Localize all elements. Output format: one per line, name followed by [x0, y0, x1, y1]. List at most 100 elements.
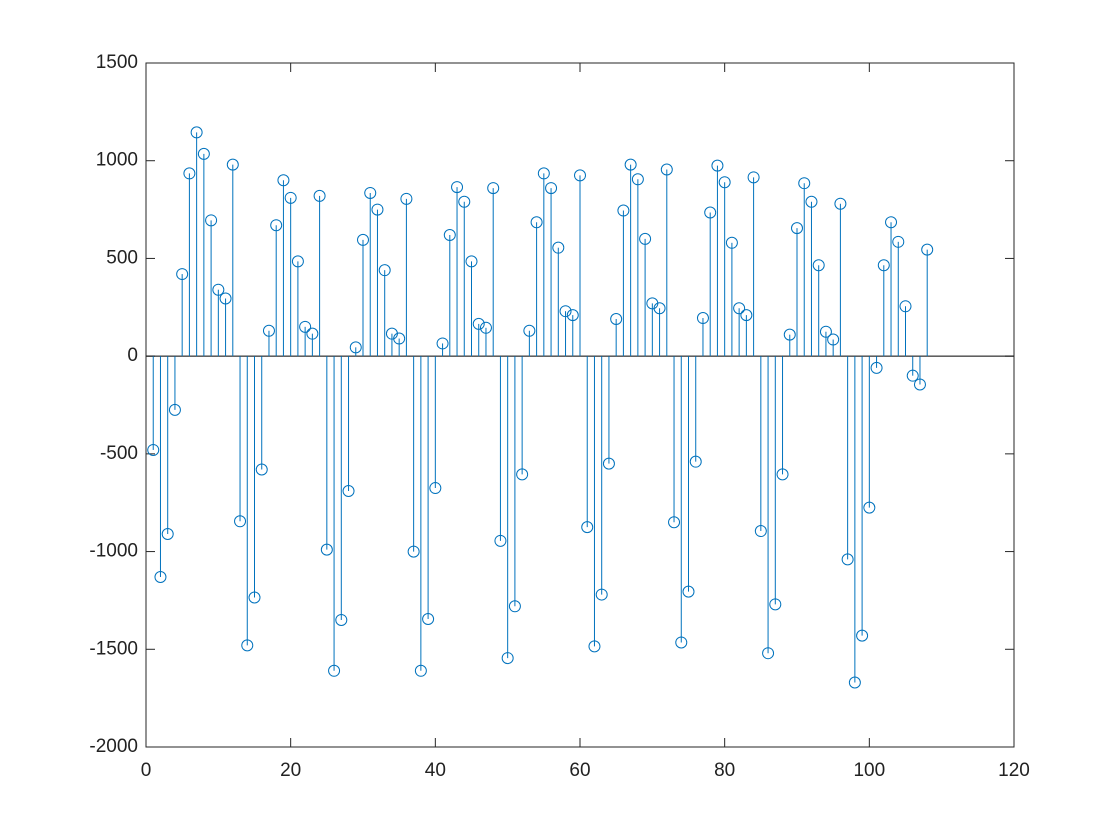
stem-marker	[733, 302, 746, 315]
stem-marker	[422, 612, 435, 625]
x-tick-label: 100	[853, 760, 885, 781]
stem-marker	[595, 588, 608, 601]
stem-marker	[190, 126, 203, 139]
stem-marker	[414, 664, 427, 677]
x-tick-label: 20	[280, 760, 301, 781]
stem-marker	[205, 214, 218, 227]
stem-marker	[277, 174, 290, 187]
x-tick-label: 40	[425, 760, 446, 781]
stem-marker	[479, 321, 492, 334]
y-tick-label: 0	[127, 345, 138, 366]
stem-marker	[747, 171, 760, 184]
stem-marker	[508, 600, 521, 613]
stem-marker	[313, 189, 326, 202]
stem-marker	[494, 534, 507, 547]
stem-marker	[574, 169, 586, 182]
stem-marker	[262, 324, 275, 337]
stem-marker	[754, 525, 767, 538]
stem-marker	[226, 158, 239, 171]
stem-marker	[552, 241, 565, 254]
stem-marker	[602, 457, 615, 470]
stem-marker	[769, 598, 782, 611]
stem-marker	[827, 333, 840, 346]
stem-marker	[913, 378, 926, 391]
stem-marker	[516, 468, 529, 481]
stem-marker	[877, 259, 890, 272]
stem-marker	[776, 468, 789, 481]
stem-marker	[899, 300, 912, 313]
stem-marker	[885, 216, 898, 229]
stem-marker	[465, 255, 478, 268]
stem-marker	[364, 186, 377, 199]
stem-marker	[704, 206, 717, 219]
stem-marker	[443, 228, 456, 241]
stem-marker	[335, 613, 348, 626]
x-tick-label: 80	[714, 760, 735, 781]
stem-marker	[892, 235, 905, 248]
stem-marker	[176, 268, 189, 281]
stem-marker	[812, 259, 825, 272]
stem-marker	[451, 181, 464, 194]
stem-marker	[357, 233, 369, 246]
axes-box	[145, 62, 1015, 748]
stem-marker	[906, 369, 919, 382]
stem-marker	[718, 176, 731, 189]
stem-marker	[783, 328, 796, 341]
stem-marker	[624, 158, 637, 171]
stem-marker	[234, 515, 247, 528]
stem-marker	[639, 232, 652, 245]
stem-marker	[725, 236, 738, 249]
stem-marker	[197, 147, 210, 160]
stem-marker	[429, 482, 442, 495]
y-tick-label: -2000	[89, 736, 138, 757]
stem-marker	[291, 255, 304, 268]
stem-marker	[819, 325, 832, 338]
stem-marker	[472, 317, 485, 330]
stem-marker	[393, 332, 406, 345]
stem-marker	[566, 309, 579, 322]
stem-marker	[523, 324, 536, 337]
stem-marker	[530, 216, 543, 229]
stem-marker	[762, 647, 775, 660]
x-tick-label: 120	[998, 760, 1030, 781]
stem-marker	[653, 302, 666, 315]
stem-marker	[610, 313, 623, 326]
stem-marker	[436, 337, 449, 350]
stem-marker	[407, 545, 420, 558]
stem-marker	[740, 309, 753, 322]
stem-marker	[212, 283, 225, 296]
stem-marker	[306, 327, 319, 340]
stem-marker	[631, 173, 644, 186]
stem-marker	[241, 639, 254, 652]
stem-marker	[284, 191, 297, 204]
stem-marker	[588, 640, 601, 653]
stem-marker	[501, 652, 514, 665]
x-tick-label: 60	[569, 760, 590, 781]
y-tick-label: 1000	[96, 150, 138, 171]
stem-marker	[487, 182, 500, 195]
x-tick-label: 0	[141, 760, 152, 781]
y-tick-label: 500	[106, 247, 138, 268]
stem-marker	[299, 320, 312, 333]
stem-marker	[161, 527, 174, 540]
stem-marker	[219, 292, 232, 305]
y-tick-label: -500	[100, 443, 138, 464]
stem-marker	[168, 403, 181, 416]
stem-marker	[458, 195, 471, 208]
stem-marker	[696, 312, 709, 325]
y-tick-label: 1500	[96, 52, 138, 73]
stem-marker	[675, 636, 688, 649]
stem-marker	[921, 243, 934, 256]
stem-marker	[154, 570, 167, 583]
stem-marker	[798, 177, 811, 190]
stem-marker	[791, 222, 803, 235]
y-tick-label: -1000	[89, 541, 138, 562]
stem-marker	[848, 676, 861, 689]
stem-marker	[255, 463, 268, 476]
stem-marker	[400, 192, 413, 205]
stem-marker	[711, 159, 724, 172]
stem-marker	[183, 167, 196, 180]
stem-marker	[581, 521, 594, 534]
stem-marker	[870, 361, 883, 374]
